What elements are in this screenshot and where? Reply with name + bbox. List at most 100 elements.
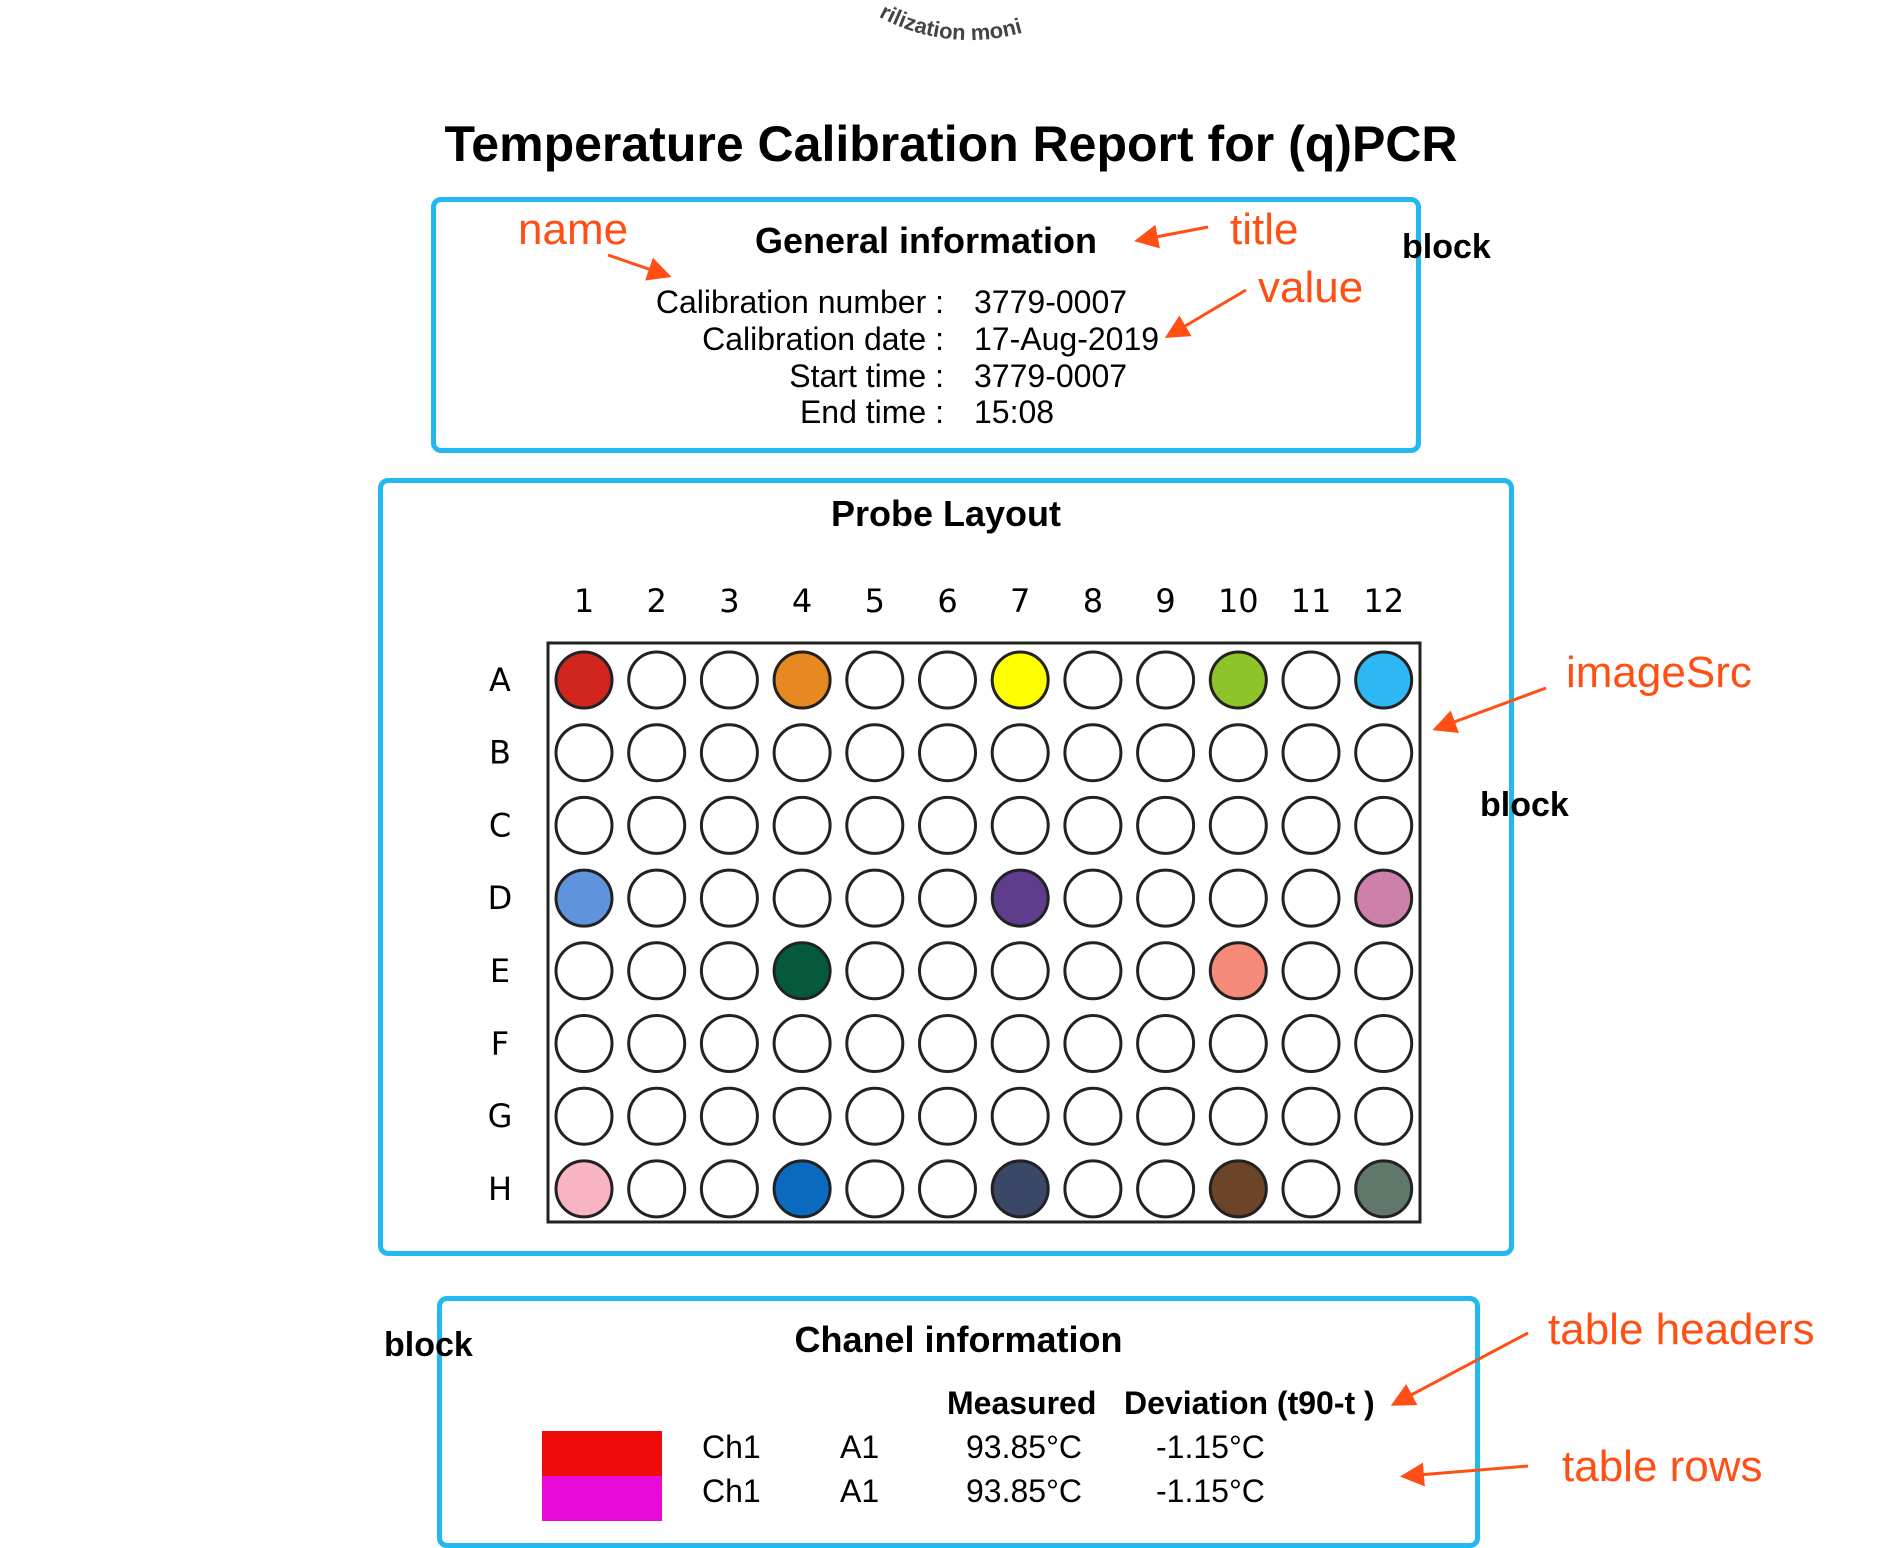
- report-title: Temperature Calibration Report for (q)PC…: [444, 116, 1458, 172]
- plate-row-label: D: [488, 879, 513, 917]
- well-B6: [918, 723, 977, 783]
- info-name: Calibration date :: [702, 321, 944, 357]
- well-E11: [1281, 941, 1341, 1001]
- annotation-value: value: [1258, 263, 1364, 312]
- logo-seal: rilization moni: [876, 0, 1024, 45]
- well-H5: [845, 1159, 905, 1219]
- well-G9: [1136, 1086, 1196, 1146]
- plate-column-label: 8: [1083, 582, 1103, 620]
- well-H1: [554, 1159, 614, 1219]
- well-A11: [1281, 650, 1341, 710]
- channel-measured: 93.85°C: [966, 1473, 1082, 1509]
- well-F10: [1208, 1014, 1268, 1073]
- header-deviation: Deviation (t90-t ): [1124, 1385, 1375, 1421]
- well-E8: [1063, 941, 1123, 1001]
- well-D1: [554, 868, 614, 928]
- well-F3: [699, 1014, 759, 1073]
- well-C8: [1063, 795, 1123, 855]
- info-value: 3779-0007: [974, 284, 1128, 320]
- well-G6: [918, 1086, 977, 1146]
- well-B11: [1281, 723, 1341, 783]
- plate-column-label: 10: [1218, 582, 1259, 620]
- plate-column-label: 12: [1363, 582, 1404, 620]
- well-D3: [699, 868, 759, 928]
- well-B12: [1354, 723, 1414, 783]
- header-measured: Measured: [947, 1385, 1097, 1421]
- well-E12: [1354, 941, 1414, 1001]
- channel-info-title: Chanel information: [794, 1319, 1123, 1360]
- well-G8: [1063, 1086, 1123, 1146]
- well-C10: [1208, 795, 1268, 855]
- well-E10: [1208, 941, 1268, 1001]
- well-F12: [1354, 1014, 1414, 1073]
- info-name: End time :: [799, 394, 944, 430]
- well-A1: [554, 650, 614, 710]
- plate-column-label: 9: [1155, 582, 1175, 620]
- well-C4: [772, 795, 832, 855]
- well-E4: [772, 941, 832, 1001]
- channel-color-swatch: [542, 1431, 662, 1476]
- general-info-block: General information Calibration number :…: [431, 197, 1421, 453]
- well-D8: [1063, 868, 1123, 928]
- channel-well: A1: [840, 1473, 880, 1509]
- well-H8: [1063, 1159, 1123, 1219]
- well-F4: [772, 1014, 832, 1073]
- well-A9: [1136, 650, 1196, 710]
- well-C7: [990, 795, 1050, 855]
- plate-column-label: 3: [719, 582, 739, 620]
- well-B7: [990, 723, 1050, 783]
- well-D4: [772, 868, 832, 928]
- well-F11: [1281, 1014, 1341, 1073]
- well-H11: [1281, 1159, 1341, 1219]
- well-H6: [918, 1159, 977, 1219]
- info-value: 17-Aug-2019: [974, 321, 1160, 357]
- channel-measured: 93.85°C: [966, 1429, 1082, 1465]
- well-H9: [1136, 1159, 1196, 1219]
- plate-column-label: 2: [647, 582, 667, 620]
- well-H12: [1354, 1159, 1414, 1219]
- well-F2: [627, 1014, 687, 1073]
- well-G12: [1354, 1086, 1414, 1146]
- well-G5: [845, 1086, 905, 1146]
- annotation-table-headers: table headers: [1548, 1305, 1815, 1354]
- well-C2: [627, 795, 687, 855]
- well-E3: [699, 941, 759, 1001]
- well-E6: [918, 941, 977, 1001]
- well-D9: [1136, 868, 1196, 928]
- info-value: 3779-0007: [974, 358, 1128, 394]
- well-C1: [554, 795, 614, 855]
- well-B10: [1208, 723, 1268, 783]
- well-H10: [1208, 1159, 1268, 1219]
- well-G11: [1281, 1086, 1341, 1146]
- well-D7: [990, 868, 1050, 928]
- annotation-image-src: imageSrc: [1566, 648, 1752, 697]
- channel-info-block: Chanel information Measured Deviation (t…: [437, 1296, 1480, 1548]
- general-info-title: General information: [754, 220, 1098, 261]
- info-value: 15:08: [974, 394, 1055, 430]
- annotation-name: name: [518, 205, 629, 254]
- info-name: Start time :: [789, 358, 944, 394]
- well-B1: [554, 723, 614, 783]
- channel-name: Ch1: [702, 1429, 761, 1465]
- well-B4: [772, 723, 832, 783]
- well-E1: [554, 941, 614, 1001]
- well-E5: [845, 941, 905, 1001]
- plate-row-label: C: [489, 806, 511, 844]
- well-C6: [918, 795, 977, 855]
- well-D10: [1208, 868, 1268, 928]
- well-F7: [990, 1014, 1050, 1073]
- plate-column-label: 1: [574, 582, 594, 620]
- well-G7: [990, 1086, 1050, 1146]
- well-E7: [990, 941, 1050, 1001]
- plate-row-label: B: [489, 734, 511, 772]
- info-row-calibration-date: Calibration date : 17-Aug-2019: [436, 321, 1416, 357]
- plate-row-label: G: [488, 1097, 513, 1135]
- channel-deviation: -1.15°C: [1156, 1473, 1265, 1509]
- block-label: block: [1402, 228, 1491, 266]
- well-H3: [699, 1159, 759, 1219]
- plate-column-label: 6: [937, 582, 957, 620]
- well-B5: [845, 723, 905, 783]
- well-A6: [918, 650, 977, 710]
- well-A7: [990, 650, 1050, 710]
